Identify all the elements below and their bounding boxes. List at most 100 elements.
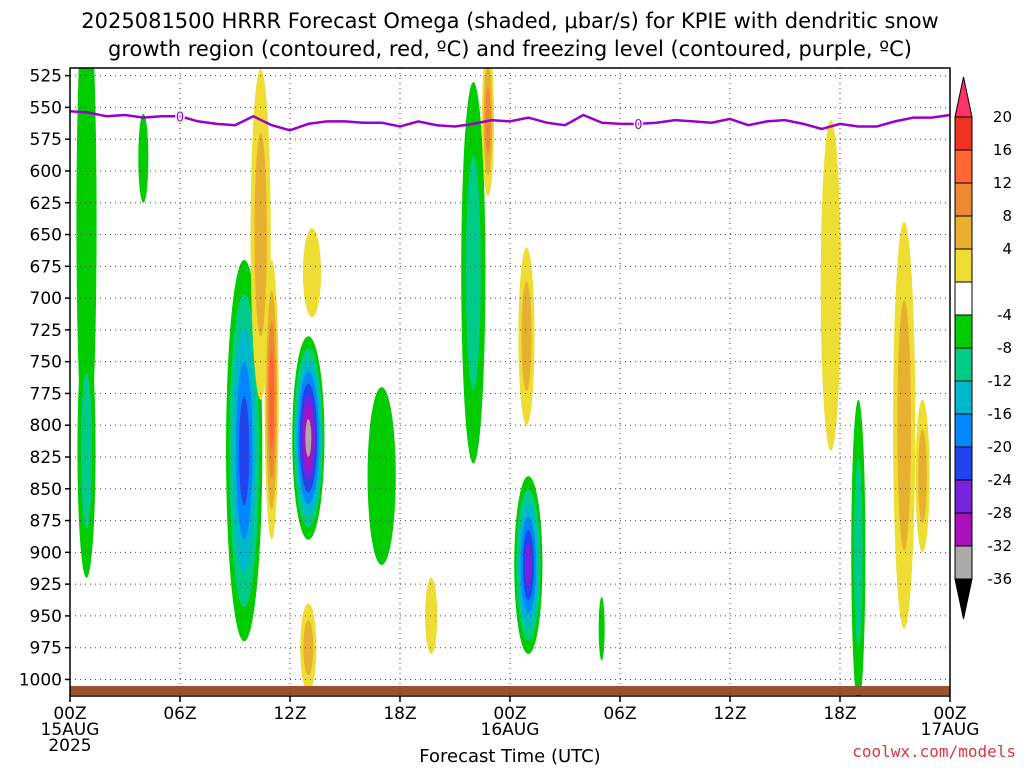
y-tick-label: 850 xyxy=(30,480,62,500)
colorbar-segment xyxy=(954,413,973,448)
omega-shading-layer xyxy=(76,68,930,696)
omega-contour-band xyxy=(820,120,841,451)
y-tick-label: 800 xyxy=(30,416,62,436)
omega-feature xyxy=(300,603,317,693)
y-tick-label: 825 xyxy=(30,448,62,468)
omega-contour-band xyxy=(238,396,250,506)
omega-contour-band xyxy=(598,596,605,661)
y-tick-label: 650 xyxy=(30,226,62,246)
colorbar-label: -20 xyxy=(988,438,1013,456)
y-tick-label: 625 xyxy=(30,194,62,214)
omega-contour-band xyxy=(303,620,314,676)
y-tick-label: 1000 xyxy=(19,670,62,690)
colorbar: 20 16 12 8 4 -4 -8 -12 -16 -20 -24 -28 -32 -36 xyxy=(954,76,1013,620)
x-tick-label: 00Z xyxy=(53,704,86,724)
omega-contour-band xyxy=(524,543,532,587)
omega-contour-band xyxy=(80,372,93,529)
y-tick-label: 675 xyxy=(30,257,62,277)
omega-feature xyxy=(138,113,149,203)
omega-contour-band xyxy=(853,458,863,647)
x-tick-label: 18Z xyxy=(823,704,856,724)
omega-contour-band xyxy=(465,155,481,391)
omega-contour-band xyxy=(138,113,149,203)
omega-feature xyxy=(367,387,396,566)
x-tick-label: 17AUG xyxy=(921,720,980,740)
omega-contour-band xyxy=(425,577,438,655)
omega-contour-band xyxy=(305,419,312,457)
omega-feature xyxy=(264,259,279,540)
gridlines-layer xyxy=(70,68,950,696)
colorbar-label: -32 xyxy=(988,537,1013,555)
x-tick-label: 12Z xyxy=(273,704,306,724)
colorbar-bottom-triangle xyxy=(954,578,973,620)
omega-feature xyxy=(425,577,438,655)
y-tick-label: 700 xyxy=(30,289,62,309)
x-tick-label: 00Z xyxy=(493,704,526,724)
omega-feature xyxy=(461,81,486,464)
y-axis: 525 550 575 600 625 650 675 700 725 750 775 800 825 8… xyxy=(19,67,70,690)
chart-title-line-2: growth region (contoured, red, ºC) and f… xyxy=(108,37,912,61)
y-tick-label: 600 xyxy=(30,162,62,182)
omega-contour-band xyxy=(367,387,396,566)
colorbar-label: -12 xyxy=(988,372,1013,390)
omega-contour-band xyxy=(521,281,532,391)
colorbar-label: -28 xyxy=(988,504,1013,522)
colorbar-label: 16 xyxy=(993,141,1012,159)
x-tick-label: 15AUG xyxy=(41,720,100,740)
colorbar-segment xyxy=(954,314,973,349)
colorbar-segment xyxy=(954,149,973,184)
x-tick-label: 06Z xyxy=(163,704,196,724)
y-tick-label: 925 xyxy=(30,575,62,595)
colorbar-label: 8 xyxy=(1002,207,1012,225)
omega-feature xyxy=(820,120,841,451)
colorbar-segment xyxy=(954,479,973,514)
colorbar-segment xyxy=(954,512,973,547)
omega-feature xyxy=(302,228,322,318)
omega-contour-band xyxy=(897,300,911,551)
omega-feature xyxy=(226,259,263,642)
plot-frame xyxy=(69,67,951,697)
colorbar-top-triangle xyxy=(954,76,973,118)
ground-surface-layer xyxy=(70,686,950,695)
colorbar-segment xyxy=(954,446,973,481)
colorbar-label: 12 xyxy=(993,174,1012,192)
y-tick-label: 875 xyxy=(30,512,62,532)
colorbar-label: 20 xyxy=(993,108,1012,126)
y-tick-label: 725 xyxy=(30,321,62,341)
omega-feature xyxy=(893,221,916,629)
freezing-level-line xyxy=(70,109,950,132)
colorbar-segment xyxy=(954,248,973,283)
colorbar-segment xyxy=(954,182,973,217)
y-tick-label: 550 xyxy=(30,98,62,118)
y-tick-label: 525 xyxy=(30,67,62,87)
colorbar-label: -8 xyxy=(997,339,1012,357)
y-tick-label: 900 xyxy=(30,543,62,563)
colorbar-segment xyxy=(954,116,973,151)
x-tick-label: 16AUG xyxy=(481,720,540,740)
freezing-level-label: 0 xyxy=(176,110,184,125)
omega-feature xyxy=(514,476,543,655)
y-tick-label: 950 xyxy=(30,607,62,627)
y-tick-label: 975 xyxy=(30,639,62,659)
colorbar-segment xyxy=(954,215,973,250)
omega-contour-band xyxy=(269,351,275,449)
x-tick-label: 18Z xyxy=(383,704,416,724)
omega-feature xyxy=(292,336,325,540)
x-tick-label: 12Z xyxy=(713,704,746,724)
freezing-level-layer: 00 xyxy=(70,109,950,134)
freezing-level-label: 0 xyxy=(634,118,642,133)
colorbar-segment xyxy=(954,281,973,316)
colorbar-label: 4 xyxy=(1002,240,1012,258)
chart-title-line-1: 2025081500 HRRR Forecast Omega (shaded, … xyxy=(81,9,938,33)
omega-feature xyxy=(77,323,96,578)
omega-contour-band xyxy=(302,228,322,318)
colorbar-label: -16 xyxy=(988,405,1013,423)
omega-contour-band xyxy=(918,429,927,524)
x-tick-label: 2025 xyxy=(48,736,91,756)
y-tick-label: 750 xyxy=(30,353,62,373)
colorbar-segment xyxy=(954,347,973,382)
colorbar-segment xyxy=(954,545,973,580)
omega-feature xyxy=(598,596,605,661)
credit-label: coolwx.com/models xyxy=(852,742,1016,761)
